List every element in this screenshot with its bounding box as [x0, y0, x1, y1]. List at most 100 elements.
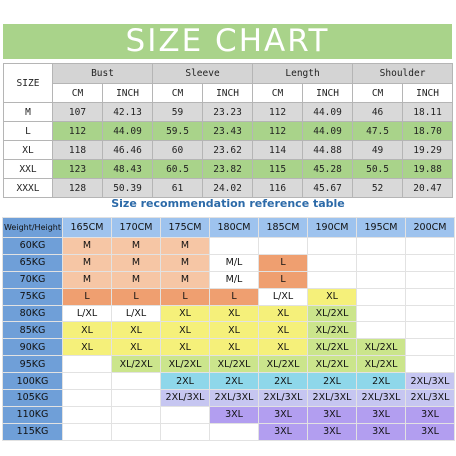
- table-row: 65KG M M M M/L L: [2, 253, 455, 272]
- recommendation-cell: 3XL: [356, 405, 406, 424]
- measure-group-header-row: SIZE Bust Sleeve Length Shoulder: [3, 63, 454, 103]
- unit-header: CM: [152, 83, 204, 103]
- recommendation-cell: XL: [258, 338, 308, 357]
- measurement-cell: 23.43: [202, 121, 254, 141]
- weight-label-cell: 105KG: [2, 389, 63, 407]
- measure-group-header: Bust: [51, 63, 154, 84]
- size-column-header: SIZE: [3, 63, 53, 103]
- recommendation-cell: L: [258, 253, 308, 272]
- weight-height-corner: Weight/Height: [2, 217, 63, 238]
- recommendation-cell: XL/2XL: [307, 338, 357, 357]
- recommendation-cell: L/XL: [111, 304, 161, 323]
- recommendation-cell: 2XL/3XL: [209, 389, 259, 407]
- measurement-cell: 18.11: [402, 102, 454, 122]
- size-chart-banner: SIZE CHART: [3, 24, 452, 59]
- weight-label-cell: 80KG: [2, 304, 63, 323]
- measurement-cell: 50.39: [101, 178, 154, 198]
- recommendation-cell: M/L: [209, 253, 259, 272]
- unit-header: INCH: [202, 83, 254, 103]
- recommendation-cell: M: [160, 270, 210, 289]
- recommendation-cell: 3XL: [258, 405, 308, 424]
- measurement-cell: 20.47: [402, 178, 454, 198]
- recommendation-cell: 2XL/3XL: [160, 389, 210, 407]
- measurement-cell: 44.09: [101, 121, 154, 141]
- recommendation-cell: 3XL: [405, 422, 455, 441]
- measure-group-header: Length: [252, 63, 354, 84]
- measurement-cell: 23.82: [202, 159, 254, 179]
- measurement-cell: 116: [252, 178, 304, 198]
- measurement-cell: 112: [52, 121, 103, 141]
- table-row: L 112 44.09 59.5 23.43 112 44.09 47.5 18.70: [3, 121, 454, 141]
- recommendation-cell: [209, 237, 259, 255]
- recommendation-cell: L/XL: [258, 287, 308, 306]
- height-header: 180CM: [209, 217, 259, 238]
- recommendation-cell: [356, 304, 406, 323]
- table-row: 90KG XL XL XL XL XL XL/2XL XL/2XL: [2, 338, 455, 357]
- measurement-cell: 118: [52, 140, 103, 160]
- recommendation-cell: XL: [111, 338, 161, 357]
- recommendation-cell: XL/2XL: [307, 304, 357, 323]
- recommendation-cell: [307, 270, 357, 289]
- weight-label-cell: 100KG: [2, 372, 63, 391]
- recommendation-cell: [258, 237, 308, 255]
- unit-header: CM: [252, 83, 304, 103]
- recommendation-cell: XL/2XL: [356, 338, 406, 357]
- measurement-cell: 24.02: [202, 178, 254, 198]
- weight-label-cell: 60KG: [2, 237, 63, 255]
- recommendation-cell: L: [160, 287, 210, 306]
- table-row: 80KG L/XL L/XL XL XL XL XL/2XL: [2, 304, 455, 323]
- measurement-cell: 114: [252, 140, 304, 160]
- measurement-cell: 19.29: [402, 140, 454, 160]
- table-row: 70KG M M M M/L L: [2, 270, 455, 289]
- recommendation-cell: 2XL: [258, 372, 308, 391]
- recommendation-cell: 3XL: [356, 422, 406, 441]
- recommendation-cell: [405, 355, 455, 374]
- recommendation-cell: XL/2XL: [307, 321, 357, 340]
- recommendation-cell: XL: [209, 304, 259, 323]
- size-recommendation-table: Weight/Height 165CM 170CM 175CM 180CM 185CM 19…: [2, 217, 455, 441]
- unit-header: CM: [52, 83, 103, 103]
- measurement-cell: 23.23: [202, 102, 254, 122]
- measurement-cell: 59.5: [152, 121, 204, 141]
- reference-table-title: Size recommendation reference table: [111, 197, 345, 210]
- weight-label-cell: 70KG: [2, 270, 63, 289]
- recommendation-cell: 2XL: [209, 372, 259, 391]
- recommendation-cell: [405, 253, 455, 272]
- measurement-cell: 123: [52, 159, 103, 179]
- recommendation-cell: [62, 405, 112, 424]
- recommendation-cell: 3XL: [307, 405, 357, 424]
- measurement-cell: 48.43: [101, 159, 154, 179]
- recommendation-cell: M: [62, 270, 112, 289]
- table-row: 110KG 3XL 3XL 3XL 3XL 3XL: [2, 405, 455, 424]
- height-header: 165CM: [62, 217, 112, 238]
- measurement-cell: 61: [152, 178, 204, 198]
- size-label-cell: XXL: [3, 159, 53, 179]
- size-label-cell: L: [3, 121, 53, 141]
- recommendation-cell: [111, 422, 161, 441]
- recommendation-cell: [111, 372, 161, 391]
- recommendation-cell: L: [209, 287, 259, 306]
- recommendation-cell: [405, 338, 455, 357]
- recommendation-cell: [405, 237, 455, 255]
- measurement-cell: 45.28: [302, 159, 354, 179]
- recommendation-cell: M: [160, 253, 210, 272]
- recommendation-cell: XL/2XL: [356, 355, 406, 374]
- table-row: XXXL 128 50.39 61 24.02 116 45.67 52 20.47: [3, 178, 454, 198]
- recommendation-cell: XL/2XL: [258, 355, 308, 374]
- recommendation-cell: XL: [111, 321, 161, 340]
- recommendation-cell: 3XL: [209, 405, 259, 424]
- measure-group-header: Shoulder: [352, 63, 454, 84]
- measurement-cell: 60: [152, 140, 204, 160]
- recommendation-cell: [405, 270, 455, 289]
- unit-header: CM: [352, 83, 404, 103]
- recommendation-cell: XL/2XL: [111, 355, 161, 374]
- recommendation-cell: M: [62, 237, 112, 255]
- recommendation-cell: [307, 237, 357, 255]
- recommendation-cell: 2XL: [307, 372, 357, 391]
- unit-header: INCH: [402, 83, 454, 103]
- recommendation-cell: 2XL/3XL: [405, 389, 455, 407]
- table-row: M 107 42.13 59 23.23 112 44.09 46 18.11: [3, 102, 454, 122]
- recommendation-cell: [160, 422, 210, 441]
- recommendation-cell: XL: [62, 321, 112, 340]
- measurement-cell: 44.09: [302, 121, 354, 141]
